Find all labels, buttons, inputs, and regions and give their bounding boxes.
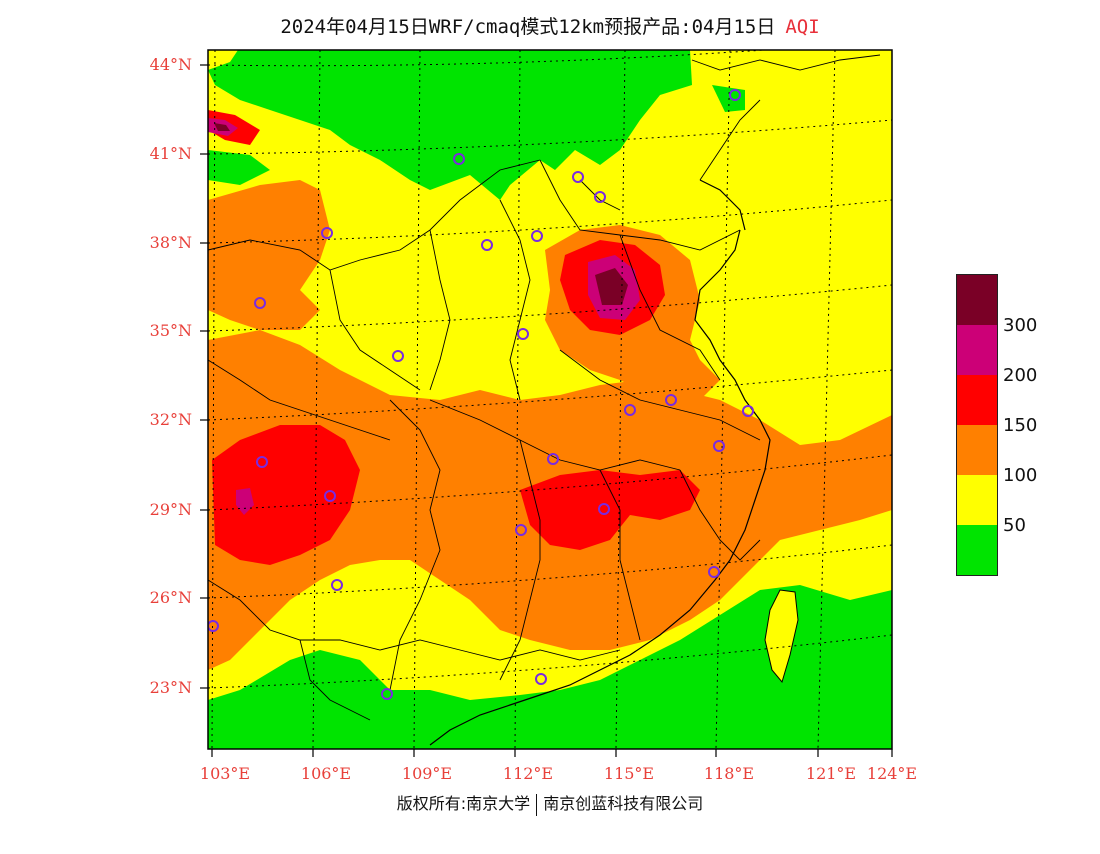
legend-value-150: 150 [1003,415,1038,436]
copyright-footer: 版权所有:南京大学 南京创蓝科技有限公司 [0,790,1100,816]
legend-swatch [957,475,997,525]
copyright-right: 南京创蓝科技有限公司 [543,794,704,813]
purple-sichuan [236,488,254,515]
axis-ticks [200,64,893,757]
green-northeast [712,85,745,112]
map-title: 2024年04月15日WRF/cmaq模式12km预报产品:04月15日 AQI [0,12,1100,39]
footer-divider [536,793,538,816]
title-variable: AQI [785,16,820,38]
maroon-nw [214,123,230,131]
lat-label-41: 41°N [149,144,192,163]
lat-label-26: 26°N [149,588,192,607]
legend-swatch [957,525,997,575]
orange-coastal-band [700,430,892,540]
lon-label-124: 124°E [866,764,918,783]
legend-value-100: 100 [1003,465,1038,486]
city-markers [208,89,754,700]
lon-label-115: 115°E [603,764,655,783]
red-jiangxi [520,470,700,550]
legend-swatch [957,375,997,425]
lon-label-106: 106°E [300,764,352,783]
lon-label-121: 121°E [805,764,857,783]
title-main: 2024年04月15日WRF/cmaq模式12km预报产品:04月15日 [280,16,776,38]
lon-label-109: 109°E [401,764,453,783]
graticule [208,50,892,749]
legend-value-300: 300 [1003,315,1038,336]
legend-swatch [957,325,997,375]
province-borders [208,54,881,721]
lat-label-23: 23°N [149,678,192,697]
lat-label-29: 29°N [149,500,192,519]
lon-label-112: 112°E [502,764,554,783]
coastline [429,179,771,746]
lat-label-38: 38°N [149,233,192,252]
taiwan [764,589,799,684]
legend-swatch [957,425,997,475]
lat-label-35: 35°N [149,321,192,340]
legend-value-200: 200 [1003,365,1038,386]
green-south-sea [208,585,892,749]
maroon-henan [595,268,628,305]
aqi-legend [956,274,998,576]
legend-swatch [957,275,997,325]
lat-label-44: 44°N [149,55,192,74]
lon-label-118: 118°E [703,764,755,783]
lat-label-32: 32°N [149,410,192,429]
green-north [208,50,692,200]
lon-label-103: 103°E [199,764,251,783]
legend-value-50: 50 [1003,515,1026,536]
orange-northwest [208,180,330,330]
green-west-north [208,150,270,185]
aqi-field [208,50,892,749]
copyright-left: 版权所有:南京大学 [396,794,531,813]
red-sichuan [212,425,360,565]
